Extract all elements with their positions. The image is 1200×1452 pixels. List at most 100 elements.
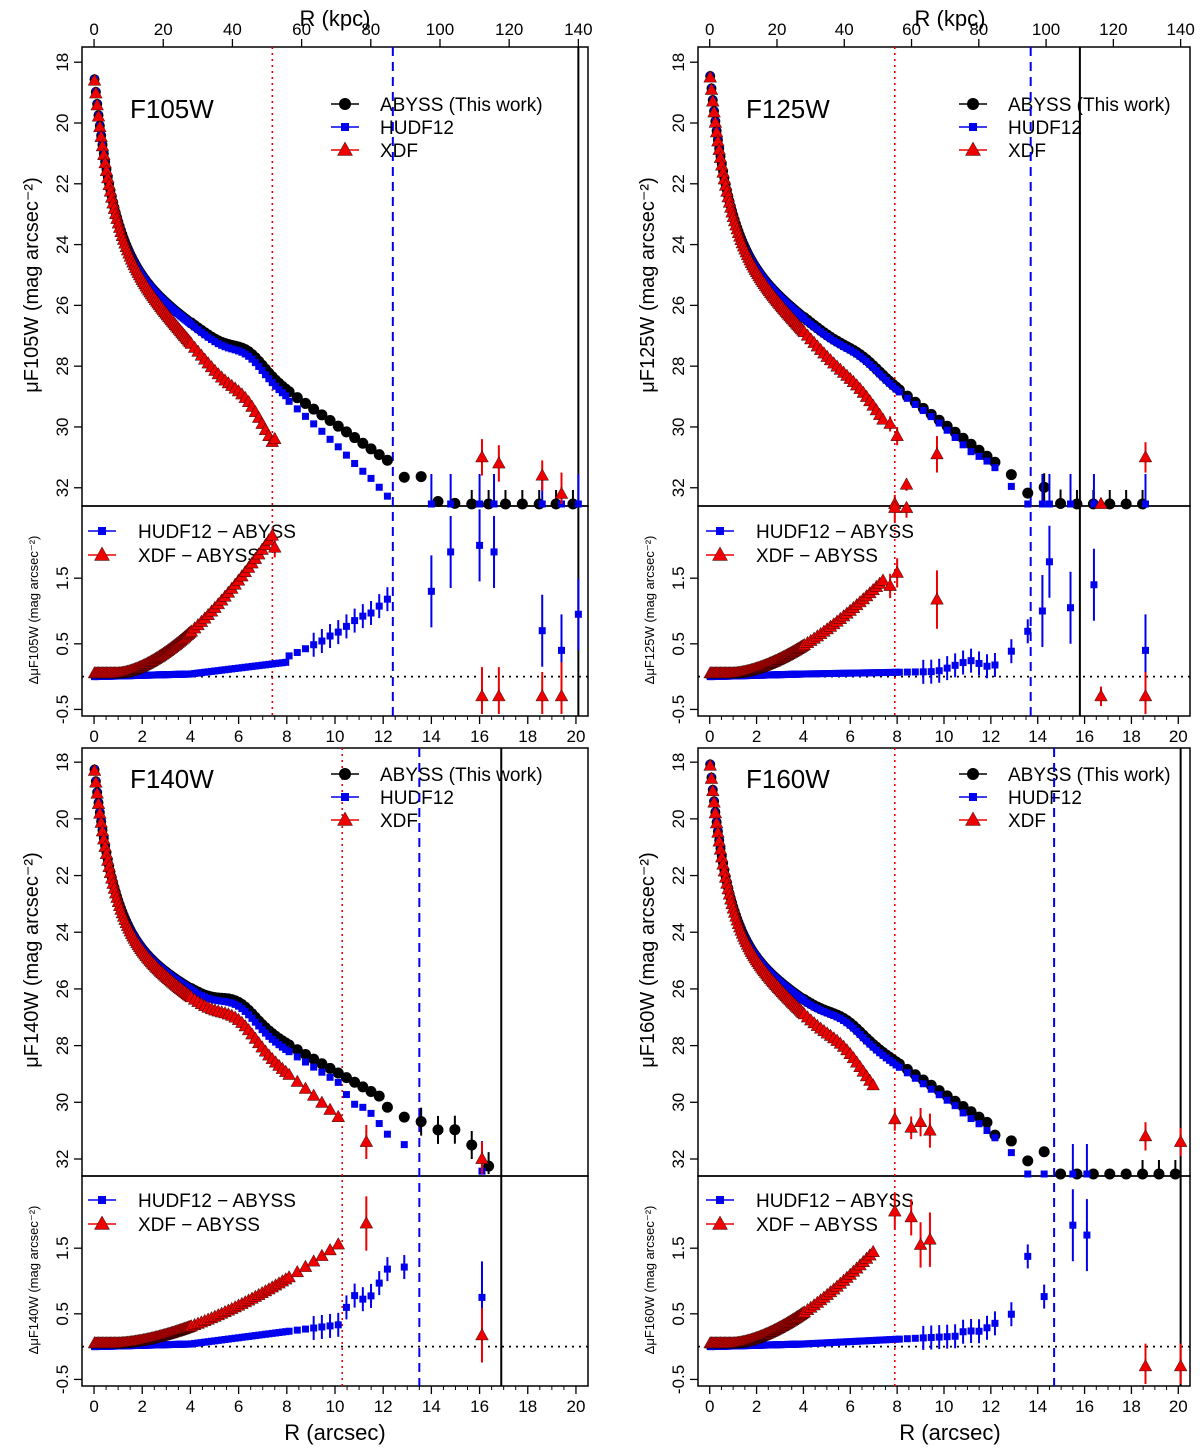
y-tick-label: -0.5 (669, 1365, 688, 1394)
x-tick-label: 2 (138, 727, 147, 746)
y-tick-label: -0.5 (669, 695, 688, 724)
y-tick-label: 28 (669, 1036, 688, 1055)
hudf12-diff-point (1040, 1293, 1048, 1301)
legend-xdf-marker (337, 811, 353, 826)
hudf12-diff-point (367, 609, 375, 617)
kpc-tick-label: 80 (361, 20, 380, 39)
kpc-tick-label: 140 (564, 20, 592, 39)
y-tick-label: 28 (53, 1036, 72, 1055)
hudf12-point (261, 371, 269, 379)
hudf12-diff-point (967, 657, 975, 665)
hudf12-point (251, 359, 259, 367)
hudf12-point (911, 400, 919, 408)
abyss-point (965, 438, 977, 450)
legend-xdf-diff: XDF − ABYSS (756, 1215, 878, 1236)
hudf12-point (251, 1018, 259, 1026)
hudf12-diff-point (1024, 1252, 1032, 1260)
y-tick-label: 32 (669, 1150, 688, 1169)
y-tick-label: 18 (53, 53, 72, 72)
legend-abyss: ABYSS (This work) (380, 95, 543, 116)
abyss-point (1055, 498, 1067, 510)
hudf12-diff-point (375, 1279, 383, 1287)
legend-xdf: XDF (380, 141, 418, 162)
xdf-point (268, 431, 282, 444)
top-axis-label: R (kpc) (300, 6, 371, 31)
abyss-point (349, 1076, 361, 1088)
y-tick-label: 32 (669, 478, 688, 497)
hudf12-diff-point (285, 652, 293, 660)
hudf12-point (1024, 1170, 1032, 1178)
xdf-diff-point (1138, 689, 1153, 702)
xdf-point (703, 70, 717, 83)
abyss-point (415, 471, 427, 483)
hudf12-point (351, 460, 359, 468)
hudf12-point (383, 492, 391, 500)
xdf-point (475, 1151, 489, 1164)
xdf-diff-point (866, 1244, 880, 1257)
legend-hudf12-marker (341, 123, 349, 131)
x-tick-label: 4 (799, 727, 808, 746)
abyss-point (381, 454, 393, 466)
x-tick-label: 0 (89, 727, 98, 746)
ylabel-bottom: ΔμF140W (mag arcsec⁻²) (26, 1206, 41, 1355)
hudf12-point (367, 1109, 375, 1117)
hudf12-diff-point (1038, 607, 1046, 615)
xdf-point (930, 447, 944, 460)
xdf-point (298, 1081, 313, 1094)
kpc-tick-label: 60 (292, 20, 311, 39)
x-tick-label: 8 (282, 727, 291, 746)
hudf12-point (991, 1134, 999, 1142)
hudf12-point (895, 1063, 903, 1071)
x-tick-label: 12 (374, 727, 393, 746)
abyss-point (324, 1062, 336, 1074)
abyss-point (381, 1101, 393, 1113)
hudf12-diff-point (1090, 581, 1098, 589)
xdf-point (290, 1074, 305, 1087)
xdf-point (492, 456, 506, 469)
xdf-diff-point (268, 540, 282, 553)
legend-hudf12: HUDF12 (1008, 788, 1082, 809)
xdf-diff-point (359, 1216, 374, 1229)
ylabel-top: μF105W (mag arcsec⁻²) (21, 177, 43, 392)
y-tick-label: 26 (53, 979, 72, 998)
panel-title: F125W (746, 94, 830, 124)
legend-hudf12-diff-marker (716, 1196, 724, 1204)
hudf12-diff-point (959, 659, 967, 667)
hudf12-point (301, 412, 309, 420)
legend-xdf: XDF (1008, 811, 1046, 832)
hudf12-diff-point (285, 1327, 293, 1335)
hudf12-diff-point (991, 1319, 999, 1327)
x-tick-label: 16 (1075, 1397, 1094, 1416)
ylabel-bottom: ΔμF105W (mag arcsec⁻²) (26, 536, 41, 685)
hudf12-diff-point (293, 1326, 301, 1334)
abyss-point (365, 443, 377, 455)
xdf-diff-point (331, 1237, 345, 1250)
abyss-point (324, 414, 336, 426)
xdf-point (876, 412, 890, 425)
xdf-point (554, 486, 569, 499)
hudf12-diff-point (301, 645, 309, 653)
hudf12-diff-point (1083, 1231, 1091, 1239)
x-tick-label: 6 (846, 1397, 855, 1416)
y-tick-label: 24 (53, 235, 72, 254)
x-tick-label: 8 (892, 727, 901, 746)
xdf-point (707, 795, 721, 808)
y-tick-label: 1.5 (669, 566, 688, 590)
y-tick-label: 0.5 (669, 632, 688, 656)
abyss-point (299, 397, 311, 409)
xdf-point (890, 428, 904, 441)
hudf12-diff-point (911, 1334, 919, 1342)
hudf12-point (538, 500, 546, 508)
hudf12-point (983, 1127, 991, 1135)
hudf12-diff-point (943, 664, 951, 672)
legend-abyss-marker (339, 768, 351, 780)
hudf12-diff-point (375, 602, 383, 610)
hudf12-point (1007, 482, 1015, 490)
y-tick-label: 26 (669, 979, 688, 998)
abyss-point (291, 392, 303, 404)
hudf12-point (943, 426, 951, 434)
hudf12-point (1045, 500, 1053, 508)
hudf12-diff-point (557, 646, 565, 654)
hudf12-point (375, 483, 383, 491)
